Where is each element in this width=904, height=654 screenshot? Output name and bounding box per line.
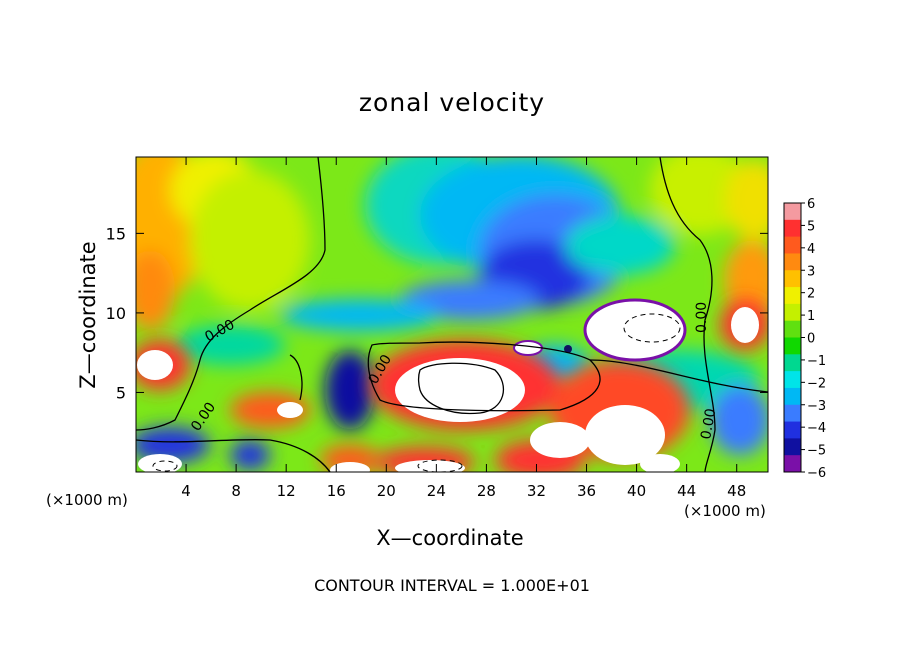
- colorbar-label: 1: [807, 309, 815, 324]
- velocity-field: [136, 157, 768, 472]
- y-tick-label: 10: [106, 304, 126, 323]
- colorbar-swatch: [784, 236, 801, 254]
- colorbar-swatch: [784, 438, 801, 456]
- plot-frame: [135, 156, 769, 473]
- y-tick-label: 15: [106, 224, 126, 243]
- colorbar-label: 2: [807, 287, 815, 302]
- colorbar-swatch: [784, 320, 801, 338]
- colorbar-label: −5: [807, 444, 826, 459]
- colorbar-swatch: [784, 354, 801, 372]
- colorbar-label: 5: [807, 219, 815, 234]
- contour-label: 0.00: [698, 407, 719, 440]
- x-tick-label: 24: [427, 482, 446, 500]
- colorbar-swatch: [784, 371, 801, 389]
- colorbar-swatch: [784, 203, 801, 221]
- y-axis-label: Z—coordinate: [76, 241, 100, 389]
- colorbar-swatch: [784, 455, 801, 473]
- x-tick-label: 36: [577, 482, 596, 500]
- colorbar-swatch: [784, 270, 801, 288]
- y-tick-label: 5: [116, 383, 126, 402]
- x-tick-label: 48: [727, 482, 746, 500]
- x-tick-label: 44: [677, 482, 696, 500]
- colorbar-label: 0: [807, 332, 815, 347]
- colorbar-swatch: [784, 337, 801, 355]
- x-tick-label: 8: [231, 482, 241, 500]
- y-axis: 5 10 15: [106, 224, 768, 402]
- colorbar: 6 5 4 3 2 1 0 −1 −2 −3 −4 −5 −6: [783, 197, 826, 481]
- x-axis-unit: (×1000 m): [684, 502, 766, 520]
- colorbar-label: −2: [807, 376, 826, 391]
- colorbar-label: 6: [807, 197, 815, 212]
- colorbar-label: −4: [807, 421, 826, 436]
- contour-label: 0.00: [694, 302, 710, 333]
- colorbar-label: −3: [807, 399, 826, 414]
- x-axis-label: X—coordinate: [376, 526, 524, 550]
- x-tick-label: 12: [277, 482, 296, 500]
- colorbar-swatch: [784, 219, 801, 238]
- chart-title: zonal velocity: [358, 88, 546, 117]
- x-tick-label: 32: [527, 482, 546, 500]
- colorbar-swatch: [784, 287, 801, 305]
- x-tick-label: 16: [327, 482, 346, 500]
- x-axis: 4 8 12 16 20 24 28 32 36 40 44 48: [181, 157, 746, 500]
- colorbar-swatch: [784, 253, 801, 271]
- colorbar-label: −6: [807, 466, 826, 481]
- colorbar-label: 4: [807, 242, 815, 257]
- x-tick-label: 4: [181, 482, 191, 500]
- x-tick-label: 20: [377, 482, 396, 500]
- y-axis-unit: (×1000 m): [46, 491, 128, 509]
- colorbar-swatch: [784, 387, 801, 406]
- colorbar-swatch: [784, 421, 801, 439]
- colorbar-label: 3: [807, 264, 815, 279]
- colorbar-swatch: [784, 404, 801, 423]
- colorbar-swatch: [784, 303, 801, 322]
- colorbar-label: −1: [807, 354, 826, 369]
- contour-interval-note: CONTOUR INTERVAL = 1.000E+01: [314, 576, 590, 595]
- x-tick-label: 28: [477, 482, 496, 500]
- x-tick-label: 40: [627, 482, 646, 500]
